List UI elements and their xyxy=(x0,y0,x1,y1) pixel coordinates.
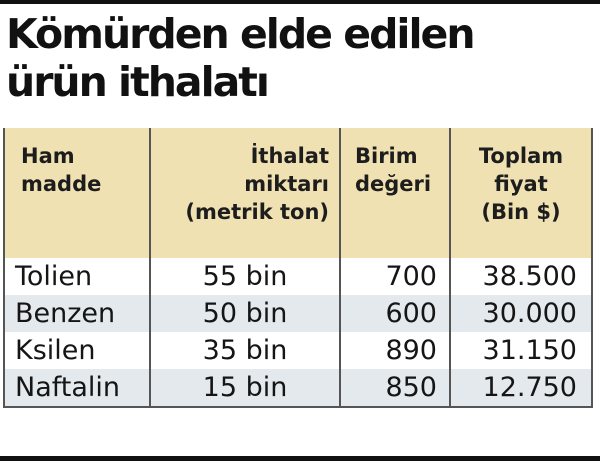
table-header: Ham madde İthalat miktarı (metrik ton) B… xyxy=(3,128,593,258)
cell-ham-madde: Ksilen xyxy=(3,332,151,369)
table-row: Naftalin 15 bin 850 12.750 xyxy=(3,369,593,408)
header-ham-madde: Ham madde xyxy=(3,128,151,258)
cell-ithalat: 15 bin xyxy=(149,369,341,408)
cell-ham-madde: Tolien xyxy=(3,258,151,295)
cell-toplam: 12.750 xyxy=(449,369,593,408)
table-row: Ksilen 35 bin 890 31.150 xyxy=(3,332,593,369)
header-toplam-fiyat: Toplam fiyat (Bin $) xyxy=(449,128,593,258)
table-body: Tolien 55 bin 700 38.500 Benzen 50 bin 6… xyxy=(3,258,593,408)
cell-birim: 850 xyxy=(339,369,451,408)
top-rule xyxy=(0,0,600,4)
cell-ham-madde: Benzen xyxy=(3,295,151,332)
header-ithalat-miktari: İthalat miktarı (metrik ton) xyxy=(149,128,341,258)
cell-ithalat: 50 bin xyxy=(149,295,341,332)
cell-birim: 600 xyxy=(339,295,451,332)
cell-ham-madde: Naftalin xyxy=(3,369,151,408)
cell-toplam: 30.000 xyxy=(449,295,593,332)
infographic-title: Kömürden elde edilen ürün ithalatı xyxy=(6,10,596,106)
cell-toplam: 31.150 xyxy=(449,332,593,369)
header-birim-degeri: Birim değeri xyxy=(339,128,451,258)
import-table: Ham madde İthalat miktarı (metrik ton) B… xyxy=(3,128,593,408)
cell-ithalat: 35 bin xyxy=(149,332,341,369)
cell-ithalat: 55 bin xyxy=(149,258,341,295)
table-row: Tolien 55 bin 700 38.500 xyxy=(3,258,593,295)
table-row: Benzen 50 bin 600 30.000 xyxy=(3,295,593,332)
cell-birim: 890 xyxy=(339,332,451,369)
cell-birim: 700 xyxy=(339,258,451,295)
cell-toplam: 38.500 xyxy=(449,258,593,295)
bottom-rule xyxy=(0,456,600,461)
title-line-2: ürün ithalatı xyxy=(6,58,270,106)
header-row: Ham madde İthalat miktarı (metrik ton) B… xyxy=(3,128,593,258)
title-line-1: Kömürden elde edilen xyxy=(6,10,476,58)
